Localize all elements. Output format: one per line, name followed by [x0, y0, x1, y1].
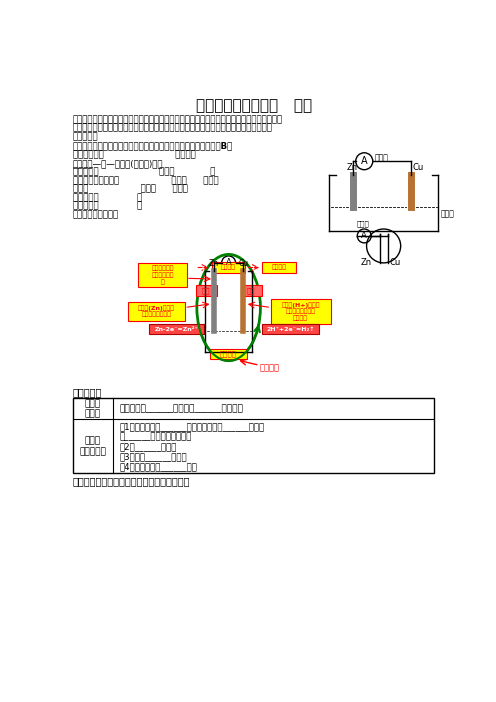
FancyBboxPatch shape — [271, 298, 330, 324]
Text: A: A — [361, 157, 368, 166]
Text: 电流方向: 电流方向 — [259, 363, 280, 372]
Text: 种______导体）构成电极；: 种______导体）构成电极； — [120, 432, 192, 442]
Text: 正极：                   ，发生      反应。: 正极： ，发生 反应。 — [73, 185, 187, 194]
Text: 二、原电池的电极名称、电极反应及电子流向: 二、原电池的电极名称、电极反应及电子流向 — [73, 476, 190, 486]
Text: Zn: Zn — [347, 163, 358, 172]
Text: 2H⁺+2e⁻=H₂↑: 2H⁺+2e⁻=H₂↑ — [266, 326, 315, 331]
FancyBboxPatch shape — [212, 263, 246, 272]
FancyBboxPatch shape — [262, 324, 319, 334]
Text: （4）能自发进行______反应: （4）能自发进行______反应 — [120, 463, 197, 472]
Text: Cu: Cu — [390, 258, 401, 267]
Text: 电子流向：              。: 电子流向： 。 — [73, 201, 142, 211]
Bar — [73, 399, 434, 473]
Text: 还原剂(Zn)失去电
子，发生氧化反应: 还原剂(Zn)失去电 子，发生氧化反应 — [138, 305, 175, 317]
Text: （3）形成______回路；: （3）形成______回路； — [120, 452, 187, 461]
FancyBboxPatch shape — [128, 302, 185, 321]
Text: 氧化剂(H+)在铜极
上得到电子，发生
还原反应: 氧化剂(H+)在铜极 上得到电子，发生 还原反应 — [281, 302, 320, 321]
Text: 电极反应式：负极：                   ，发生      反应。: 电极反应式：负极： ，发生 反应。 — [73, 176, 218, 185]
Text: （2）______溶液；: （2）______溶液； — [120, 442, 177, 451]
Text: 原电池
的构成条件: 原电池 的构成条件 — [79, 437, 107, 456]
FancyBboxPatch shape — [196, 285, 217, 296]
Text: A: A — [362, 232, 367, 240]
Text: 稀硫酸液: 稀硫酸液 — [220, 350, 237, 357]
Text: Zn: Zn — [209, 259, 219, 268]
Text: 现象：锌片                      ，铜片             。: 现象：锌片 ，铜片 。 — [73, 168, 215, 176]
Text: Zn: Zn — [361, 258, 372, 267]
Text: 考点一：通过制作简易原电池的实验，了解原电池的概念和原理（B）: 考点一：通过制作简易原电池的实验，了解原电池的概念和原理（B） — [73, 141, 233, 150]
Text: 经外电路: 经外电路 — [221, 265, 236, 270]
FancyBboxPatch shape — [262, 263, 296, 272]
Text: 右图为锌—铜—稀硫酸(原电池)装置: 右图为锌—铜—稀硫酸(原电池)装置 — [73, 159, 163, 168]
Text: 稀硫酸: 稀硫酸 — [440, 209, 454, 218]
Text: 学业水平测试要求：通过简易原电池的实验，了解原电池的概念和原理，认识其能量转化形式: 学业水平测试要求：通过简易原电池的实验，了解原电池的概念和原理，认识其能量转化形… — [73, 115, 283, 124]
Text: 负极: 负极 — [202, 287, 210, 294]
Text: 原电池
的定义: 原电池 的定义 — [85, 399, 101, 418]
Text: 一、原电池: 一、原电池 — [73, 388, 102, 397]
FancyBboxPatch shape — [241, 285, 261, 296]
Text: 总反应式：              。: 总反应式： 。 — [73, 193, 142, 202]
Text: Cu: Cu — [238, 259, 248, 268]
FancyBboxPatch shape — [138, 263, 187, 287]
Text: 化学能与电能的转化   复习: 化学能与电能的转化 复习 — [196, 98, 312, 113]
Text: A: A — [226, 258, 232, 267]
FancyBboxPatch shape — [210, 349, 247, 359]
Text: Zn-2e⁻=Zn²⁺: Zn-2e⁻=Zn²⁺ — [155, 326, 198, 331]
Text: （1）两种活泼性______的金属（或一种______和另一: （1）两种活泼性______的金属（或一种______和另一 — [120, 423, 264, 432]
Text: 正极: 正极 — [247, 287, 255, 294]
Text: 电流计: 电流计 — [374, 154, 388, 163]
Text: 要求学生画出下图：: 要求学生画出下图： — [73, 210, 119, 219]
Text: 活泼程度大的
电子从锌极流
出: 活泼程度大的 电子从锌极流 出 — [151, 266, 174, 284]
Text: 原电池是将______能转化为______能的装置: 原电池是将______能转化为______能的装置 — [120, 404, 243, 413]
Text: 教学过程：: 教学过程： — [73, 132, 99, 141]
Text: 电流计: 电流计 — [356, 220, 369, 227]
Text: 原电池是一种                          的装置。: 原电池是一种 的装置。 — [73, 151, 195, 159]
FancyBboxPatch shape — [149, 324, 204, 334]
Text: Cu: Cu — [412, 163, 424, 172]
Text: 流入铜极: 流入铜极 — [271, 265, 287, 270]
Text: 教学重、难点：通过简易原电池的实验，了解原电池的概念和原理，认识其能量转化形式: 教学重、难点：通过简易原电池的实验，了解原电池的概念和原理，认识其能量转化形式 — [73, 124, 273, 133]
